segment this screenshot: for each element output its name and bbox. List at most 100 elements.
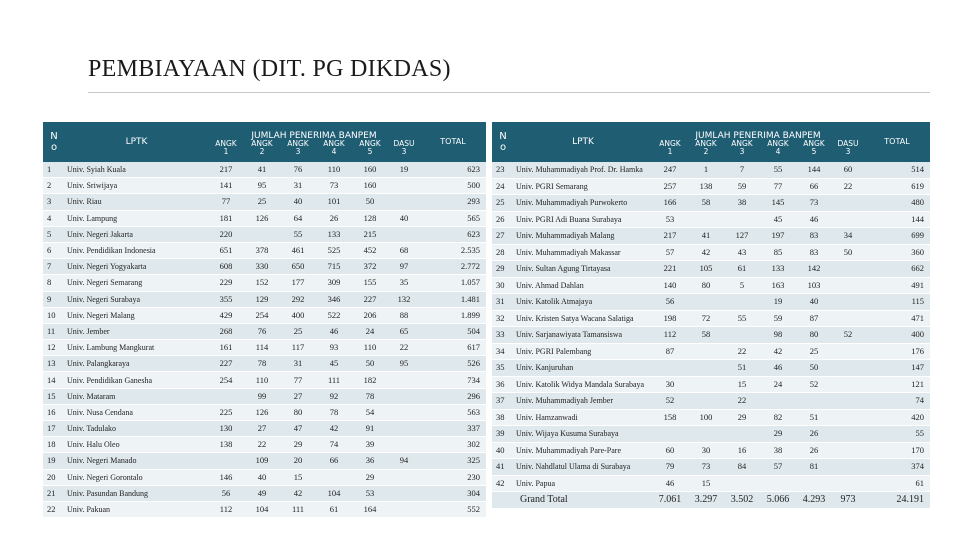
row-value-3: 31 <box>280 177 316 195</box>
row-lptk-name: Univ. Pendidikan Ganesha <box>65 371 208 389</box>
row-total: 296 <box>420 388 486 405</box>
row-value-1 <box>652 359 688 377</box>
row-value-6 <box>832 392 864 410</box>
row-lptk-name: Univ. Lampung <box>65 210 208 227</box>
row-value-1: 608 <box>208 258 244 276</box>
table-row: 24 Univ. PGRI Semarang 257 138 59 77 66 22 619 <box>492 178 930 195</box>
table-row: 32 Univ. Kristen Satya Wacana Salatiga 198… <box>492 310 930 327</box>
table-row: 10 Univ. Negeri Malang 429 254 400 522 206 88 1.… <box>43 307 486 324</box>
row-value-3: 177 <box>280 274 316 292</box>
row-value-6 <box>388 485 420 502</box>
row-value-4: 24 <box>760 376 796 393</box>
table-row: 14 Univ. Pendidikan Ganesha 254 110 77 111 182… <box>43 371 486 389</box>
row-lptk-name: Univ. Jember <box>65 323 208 341</box>
table-row: 6 Univ. Pendidikan Indonesia 651 378 461 525 4… <box>43 242 486 260</box>
row-value-4: 26 <box>316 210 352 227</box>
row-value-5 <box>796 475 832 492</box>
header-col-1: ANGK 1 <box>208 140 244 162</box>
row-total: 230 <box>420 469 486 486</box>
row-lptk-name: Univ. Katolik Widya Mandala Surabaya <box>514 376 652 393</box>
row-value-5: 73 <box>796 194 832 212</box>
row-value-2: 49 <box>244 485 280 502</box>
row-value-5: 54 <box>352 404 388 422</box>
row-value-1: 225 <box>208 404 244 422</box>
row-total: 619 <box>864 178 930 195</box>
row-value-6 <box>388 388 420 405</box>
row-total: 2.772 <box>420 258 486 276</box>
row-total: 304 <box>420 485 486 502</box>
row-value-5: 50 <box>796 359 832 377</box>
row-value-2: 41 <box>688 227 724 245</box>
row-value-6 <box>832 194 864 212</box>
row-value-4: 92 <box>316 388 352 405</box>
row-value-5: 206 <box>352 307 388 324</box>
row-value-2: 58 <box>688 194 724 212</box>
row-value-6: 22 <box>832 178 864 195</box>
row-lptk-name: Univ. Negeri Semarang <box>65 274 208 292</box>
header-col-3: ANGK 3 <box>280 140 316 162</box>
row-value-5: 182 <box>352 371 388 389</box>
row-lptk-name: Univ. Pendidikan Indonesia <box>65 242 208 260</box>
row-value-4: 133 <box>316 226 352 243</box>
row-value-6 <box>388 501 420 519</box>
table-row: 1 Univ. Syiah Kuala 217 41 76 110 160 19 623 <box>43 162 486 179</box>
row-value-6 <box>388 371 420 389</box>
row-value-3 <box>724 293 760 311</box>
row-value-3: 7 <box>724 162 760 179</box>
header-no: N o <box>43 122 65 162</box>
row-value-1: 112 <box>652 326 688 344</box>
header-lptk: LPTK <box>514 122 652 162</box>
row-value-3: 59 <box>724 178 760 195</box>
table-row: 18 Univ. Halu Oleo 138 22 29 74 39 302 <box>43 436 486 454</box>
row-value-3: 27 <box>280 388 316 405</box>
grand-total-value-2: 3.297 <box>688 491 724 509</box>
row-value-5: 25 <box>796 343 832 360</box>
row-value-2: 152 <box>244 274 280 292</box>
row-total: 480 <box>864 194 930 212</box>
row-total: 420 <box>864 409 930 426</box>
row-total: 514 <box>864 162 930 179</box>
row-value-2: 1 <box>688 162 724 179</box>
row-total: 734 <box>420 371 486 389</box>
row-value-5: 52 <box>796 376 832 393</box>
row-value-5: 227 <box>352 291 388 308</box>
row-value-2 <box>688 293 724 311</box>
row-total: 147 <box>864 359 930 377</box>
row-value-6 <box>388 469 420 486</box>
table-row: 42 Univ. Papua 46 15 61 <box>492 475 930 492</box>
row-value-4: 46 <box>760 359 796 377</box>
row-value-1: 79 <box>652 458 688 476</box>
table-row: 35 Univ. Kanjuruhan 51 46 50 147 <box>492 359 930 377</box>
row-number: 18 <box>43 436 65 454</box>
row-value-2: 126 <box>244 404 280 422</box>
row-lptk-name: Univ. Nahdlatul Ulama di Surabaya <box>514 458 652 476</box>
row-value-5: 452 <box>352 242 388 260</box>
row-total: 400 <box>864 326 930 344</box>
row-value-4: 29 <box>760 425 796 443</box>
row-value-1: 146 <box>208 469 244 486</box>
row-value-6 <box>832 425 864 443</box>
row-value-3: 650 <box>280 258 316 276</box>
table-row: 13 Univ. Palangkaraya 227 78 31 45 50 95 526 <box>43 355 486 373</box>
row-total: 144 <box>864 211 930 228</box>
row-value-2: 129 <box>244 291 280 308</box>
row-value-5: 66 <box>796 178 832 195</box>
table-row: 8 Univ. Negeri Semarang 229 152 177 309 155 35 1… <box>43 274 486 292</box>
row-value-3: 16 <box>724 442 760 459</box>
row-number: 15 <box>43 388 65 405</box>
row-value-3: 76 <box>280 162 316 179</box>
row-total: 552 <box>420 501 486 519</box>
row-value-3: 127 <box>724 227 760 245</box>
row-total: 115 <box>864 293 930 311</box>
row-value-5: 39 <box>352 436 388 454</box>
table-row: 11 Univ. Jember 268 76 25 46 24 65 504 <box>43 323 486 341</box>
row-value-3: 15 <box>724 376 760 393</box>
row-value-1: 247 <box>652 162 688 179</box>
row-value-4: 46 <box>316 323 352 341</box>
row-total: 504 <box>420 323 486 341</box>
row-value-6 <box>832 458 864 476</box>
row-number: 23 <box>492 162 514 179</box>
row-value-6: 88 <box>388 307 420 324</box>
row-value-3: 5 <box>724 277 760 294</box>
row-value-6: 40 <box>388 210 420 227</box>
